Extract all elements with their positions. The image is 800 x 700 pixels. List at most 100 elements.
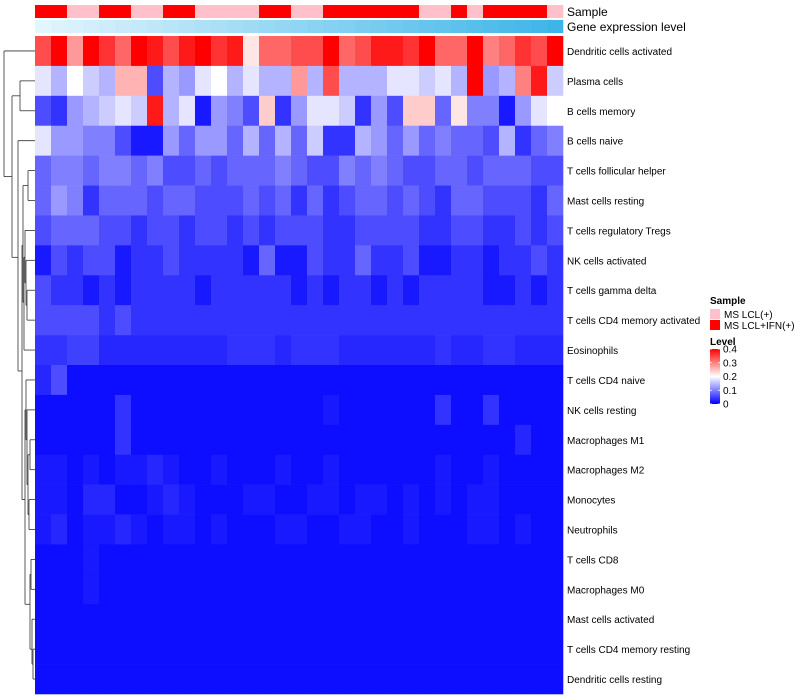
heatmap-cell [371, 634, 388, 665]
heatmap-cell [403, 574, 420, 605]
heatmap-cell [211, 544, 228, 575]
heatmap-cell [195, 365, 212, 396]
heatmap-cell [275, 574, 292, 605]
legend-swatch-lcl [710, 309, 720, 319]
heatmap-cell [323, 155, 340, 186]
heatmap-cell [531, 95, 548, 127]
heatmap-cell [451, 514, 468, 545]
heatmap-cell [451, 185, 468, 216]
sample-legend-title: Sample [710, 296, 746, 307]
heatmap-cell [195, 155, 212, 186]
heatmap-cell [355, 604, 372, 635]
heatmap-cell [483, 394, 500, 426]
heatmap-cell [259, 245, 276, 276]
heatmap-cell [451, 365, 468, 396]
heatmap-cell [163, 424, 180, 456]
heatmap-cell [531, 245, 548, 276]
heatmap-cell [355, 275, 372, 306]
heatmap-cell [227, 574, 244, 605]
heatmap-cell [67, 36, 84, 67]
heatmap-cell [147, 125, 164, 156]
heatmap-cell [291, 454, 308, 485]
heatmap-cell [467, 95, 484, 127]
heatmap-cell [531, 514, 548, 545]
expression-cell [355, 20, 372, 33]
heatmap-cell [243, 514, 260, 545]
heatmap-cell [259, 335, 276, 366]
heatmap-cell [467, 36, 484, 67]
heatmap-cell [67, 125, 84, 156]
heatmap-cell [131, 454, 148, 485]
expression-cell [227, 20, 244, 33]
heatmap-cell [307, 394, 324, 426]
heatmap-cell [419, 484, 436, 515]
heatmap-cell [51, 125, 68, 156]
heatmap-cell [355, 664, 372, 695]
heatmap-cell [435, 125, 452, 156]
heatmap-cell [387, 275, 404, 306]
heatmap-cell [131, 424, 148, 456]
heatmap-cell [387, 424, 404, 456]
heatmap-cell [67, 185, 84, 216]
heatmap-cell [403, 664, 420, 695]
heatmap-cell [99, 275, 116, 306]
heatmap-cell [163, 215, 180, 246]
sample-cell [147, 5, 164, 18]
row-label: Macrophages M1 [567, 436, 645, 447]
heatmap-cell [291, 125, 308, 156]
heatmap-cell [323, 125, 340, 156]
heatmap-cell [451, 544, 468, 575]
heatmap-cell [339, 335, 356, 366]
heatmap-cell [227, 215, 244, 246]
heatmap-cell [515, 95, 532, 127]
expression-cell [451, 20, 468, 33]
heatmap-cell [339, 574, 356, 605]
heatmap-cell [147, 454, 164, 485]
heatmap-cell [483, 305, 500, 336]
heatmap-cell [339, 365, 356, 396]
heatmap-cell [35, 185, 52, 216]
row-label: B cells naive [567, 137, 624, 148]
level-tick-label: 0.4 [723, 345, 737, 356]
heatmap-cell [115, 394, 132, 426]
heatmap-cell [467, 424, 484, 456]
heatmap-cell [339, 305, 356, 336]
heatmap-cell [467, 185, 484, 216]
heatmap-cell [371, 484, 388, 515]
heatmap-cell [259, 634, 276, 665]
heatmap-cell [147, 185, 164, 216]
heatmap-cell [147, 365, 164, 396]
heatmap-cell [339, 185, 356, 216]
heatmap-cell [387, 305, 404, 336]
sample-cell [195, 5, 212, 18]
heatmap-cell [307, 514, 324, 545]
heatmap-cell [35, 574, 52, 605]
heatmap-cell [323, 604, 340, 635]
heatmap-cell [195, 36, 212, 67]
heatmap-cell [275, 394, 292, 426]
heatmap-cell [339, 454, 356, 485]
heatmap-cell [323, 365, 340, 396]
row-labels: Dendritic cells activated Plasma cells B c… [567, 47, 700, 686]
heatmap-cell [275, 484, 292, 515]
heatmap-cell [275, 125, 292, 156]
heatmap-cell [259, 454, 276, 485]
heatmap-cell [323, 95, 340, 127]
heatmap-cell [147, 215, 164, 246]
heatmap-cell [467, 544, 484, 575]
row-dendrogram [3, 50, 35, 680]
sample-cell [483, 5, 500, 18]
heatmap-cell [131, 155, 148, 186]
heatmap-cell [211, 664, 228, 695]
heatmap-cell [451, 275, 468, 306]
heatmap-cell [147, 335, 164, 366]
legend-swatch-ifn [710, 320, 720, 330]
heatmap-cell [515, 365, 532, 396]
heatmap-cell [387, 634, 404, 665]
level-color-bar [710, 349, 720, 404]
legend-label-ifn: MS LCL+IFN(+) [724, 321, 795, 332]
heatmap-cell [419, 664, 436, 695]
heatmap-cell [339, 514, 356, 545]
heatmap-cell [355, 335, 372, 366]
heatmap-cell [323, 215, 340, 246]
